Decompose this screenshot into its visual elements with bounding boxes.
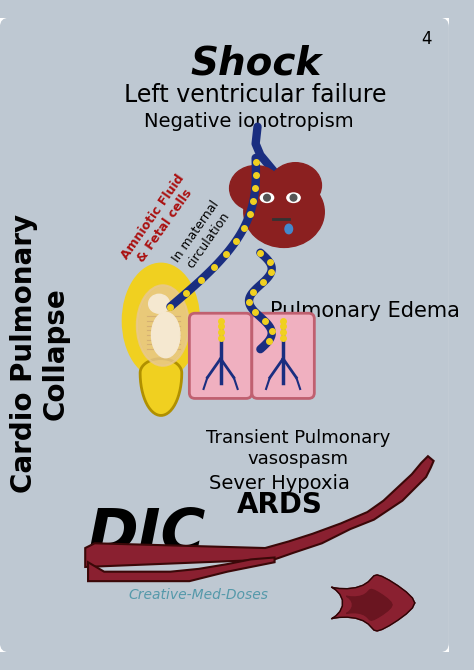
Text: In maternal
circulation: In maternal circulation	[170, 198, 234, 273]
FancyBboxPatch shape	[0, 16, 451, 654]
Ellipse shape	[244, 176, 324, 247]
Ellipse shape	[269, 163, 321, 208]
Polygon shape	[331, 575, 415, 631]
Text: Left ventricular failure: Left ventricular failure	[124, 84, 387, 107]
Ellipse shape	[229, 165, 282, 211]
Polygon shape	[88, 557, 274, 581]
Text: 4: 4	[421, 29, 431, 48]
Ellipse shape	[287, 193, 300, 202]
FancyBboxPatch shape	[252, 313, 314, 399]
Polygon shape	[346, 590, 392, 620]
Text: Creative-Med-Doses: Creative-Med-Doses	[129, 588, 269, 602]
FancyBboxPatch shape	[189, 313, 252, 399]
Ellipse shape	[152, 312, 180, 358]
Text: Pulmonary Edema: Pulmonary Edema	[270, 302, 459, 322]
Text: Cardio Pulmonary
Collapse: Cardio Pulmonary Collapse	[9, 214, 70, 494]
Ellipse shape	[123, 264, 199, 378]
Ellipse shape	[290, 194, 297, 201]
Ellipse shape	[260, 193, 273, 202]
Text: Sever Hypoxia: Sever Hypoxia	[209, 474, 350, 493]
Text: DIC: DIC	[88, 507, 206, 565]
Text: ARDS: ARDS	[237, 491, 322, 519]
Polygon shape	[85, 456, 434, 567]
Ellipse shape	[149, 294, 170, 313]
Ellipse shape	[264, 194, 270, 201]
Ellipse shape	[137, 285, 189, 366]
Text: Transient Pulmonary
vasospasm: Transient Pulmonary vasospasm	[206, 429, 391, 468]
Polygon shape	[140, 358, 182, 415]
Text: Amniotic Fluid
& Fetal cells: Amniotic Fluid & Fetal cells	[119, 172, 199, 271]
Text: Shock: Shock	[190, 44, 321, 82]
Ellipse shape	[285, 224, 292, 234]
Text: Negative ionotropism: Negative ionotropism	[144, 113, 354, 131]
